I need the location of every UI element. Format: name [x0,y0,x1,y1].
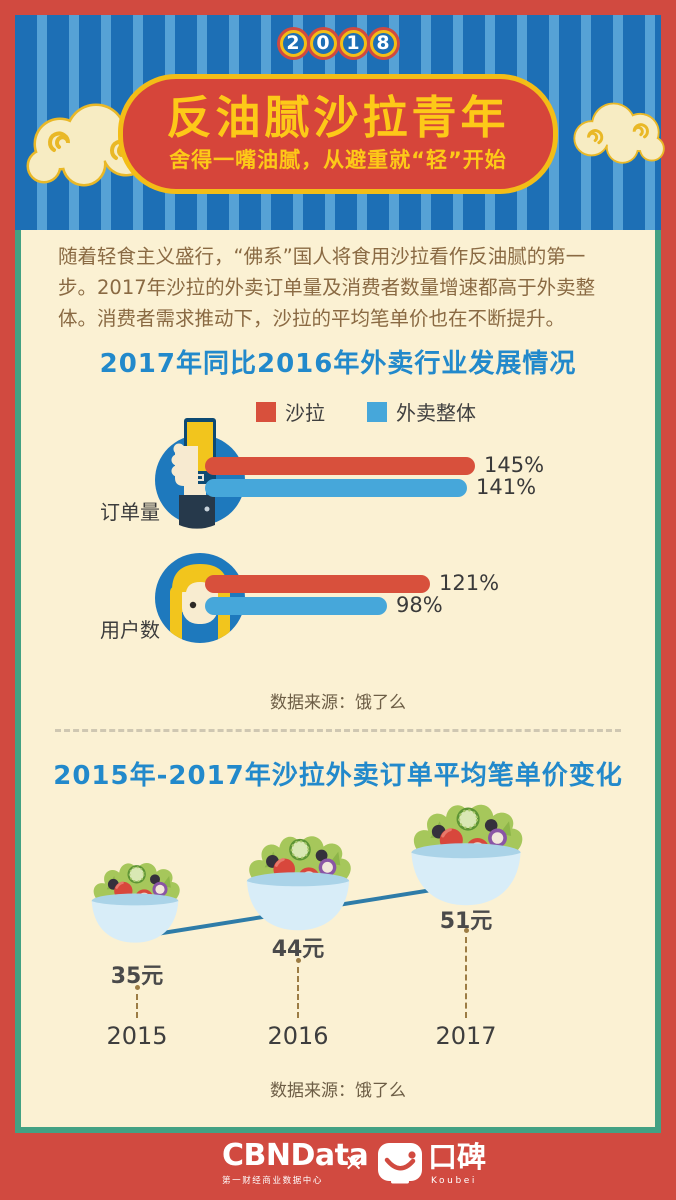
category-label-users: 用户数 [100,618,160,642]
cbndata-logo-subtext: 第一财经商业数据中心 [222,1176,324,1186]
year-digit: 2 [279,30,307,57]
price-label-2015: 35元 [110,964,164,989]
bar-overall-users [205,597,387,615]
dashed-divider [55,729,621,732]
bar-overall-orders [205,479,467,497]
value-label-overall-orders: 141% [476,475,537,499]
salad-bowl-2017-icon [403,796,529,914]
price-label-2016: 44元 [271,937,325,962]
legend-swatch-blue [367,401,387,422]
axis-label-2017: 2017 [435,1022,497,1050]
koubei-logo-text: 口碑 [428,1140,487,1174]
data-source-1: 数据来源：饿了么 [270,693,406,713]
year-digit: 8 [369,30,397,57]
chart1-legend: 沙拉 外卖整体 [0,397,676,426]
year-digit: 0 [309,30,337,57]
cloud-icon [566,100,670,170]
dashed-connector [295,958,301,1018]
legend-item-overall: 外卖整体 [367,397,476,426]
page-title: 反油腻沙拉青年 [166,91,510,144]
data-source-2: 数据来源：饿了么 [270,1081,406,1101]
salad-bowl-2015-icon [85,856,185,949]
koubei-smile-icon [378,1143,422,1184]
title-badge: 反油腻沙拉青年 舍得一嘴油腻，从避重就“轻”开始 [118,74,558,194]
year-digit: 1 [339,30,367,57]
legend-swatch-red [256,401,276,422]
intro-paragraph: 随着轻食主义盛行，“佛系”国人将食用沙拉看作反油腻的第一步。2017年沙拉的外卖… [58,245,596,330]
value-label-overall-users: 98% [396,593,443,617]
cbndata-logo: CBNData 第一财经商业数据中心 [222,1138,369,1187]
axis-label-2016: 2016 [267,1022,329,1050]
category-label-orders: 订单量 [100,500,160,524]
dashed-connector [463,928,469,1018]
cbndata-logo-text: CBNData [222,1138,369,1173]
salad-bowl-2016-icon [239,828,357,938]
koubei-logo-subtext: Koubei [431,1176,478,1186]
bar-salad-orders [205,457,475,475]
legend-label: 外卖整体 [396,401,476,425]
chart1-title: 2017年同比2016年外卖行业发展情况 [99,349,577,379]
bar-salad-users [205,575,430,593]
page-subtitle: 舍得一嘴油腻，从避重就“轻”开始 [169,148,507,172]
legend-item-salad: 沙拉 [256,397,325,426]
value-label-salad-orders: 145% [484,453,545,477]
chart2-title: 2015年-2017年沙拉外卖订单平均笔单价变化 [53,761,623,791]
year-circles: 2 0 1 8 [0,30,676,57]
logo-separator: × [344,1150,364,1176]
axis-label-2015: 2015 [106,1022,168,1050]
value-label-salad-users: 121% [439,571,500,595]
dashed-connector [134,985,140,1018]
legend-label: 沙拉 [285,401,325,425]
